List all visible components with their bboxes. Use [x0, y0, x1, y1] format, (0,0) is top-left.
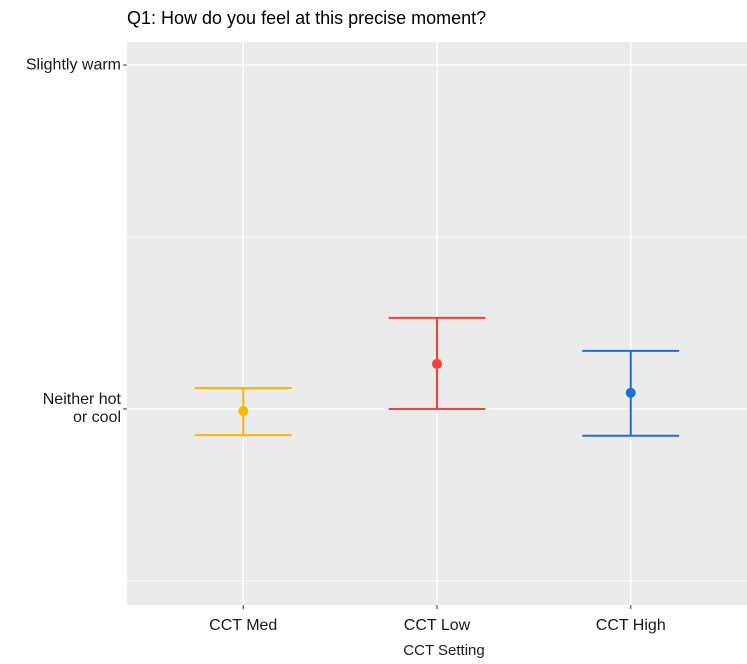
x-tick-label: CCT Low [404, 617, 471, 634]
x-axis-title: CCT Setting [403, 642, 484, 659]
y-tick-label: Neither hot or cool [43, 391, 122, 426]
x-tick-label: CCT Med [209, 617, 277, 634]
x-tick-label: CCT High [596, 617, 666, 634]
mean-point [432, 358, 442, 369]
chart-title: Q1: How do you feel at this precise mome… [127, 8, 486, 28]
y-tick-label: Slightly warm [26, 56, 121, 73]
mean-point [625, 387, 636, 398]
mean-point [238, 406, 249, 417]
